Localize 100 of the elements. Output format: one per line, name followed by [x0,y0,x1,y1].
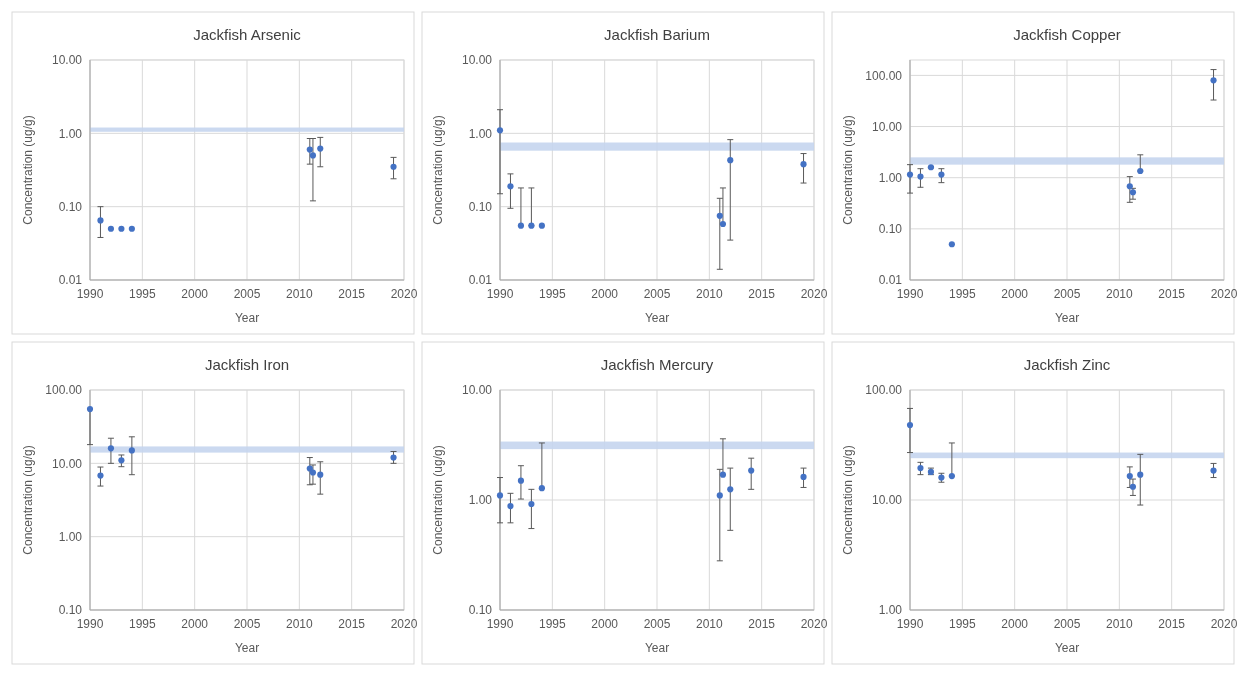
y-tick-label: 1.00 [878,603,903,618]
y-axis-title: Concentration (ug/g) [431,115,445,225]
y-axis-title: Concentration (ug/g) [841,445,855,555]
x-tick-label: 2015 [748,287,776,301]
x-tick-label: 2000 [1001,617,1029,631]
y-tick-label: 0.01 [468,273,493,288]
x-tick-label: 2010 [285,287,313,301]
point [727,486,734,493]
x-tick-label: 2020 [800,617,828,631]
x-tick-label: 2020 [1210,287,1238,301]
point [309,469,317,476]
x-tick-label: 2015 [1158,617,1186,631]
chart-title: Jackfish Barium [604,26,710,43]
x-tick-label: 1995 [948,287,976,301]
x-axis-title: Year [644,641,670,655]
x-tick-label: 2015 [338,617,366,631]
x-tick-label: 2015 [1158,287,1186,301]
point [716,492,723,499]
x-tick-label: 1990 [486,287,514,301]
point [917,173,924,180]
point [107,445,115,452]
point [306,146,313,153]
point [1210,77,1217,84]
point [317,145,324,152]
point [507,503,514,510]
y-tick-label: 10.00 [51,53,83,68]
y-tick-label: 0.10 [468,603,493,618]
point [97,472,104,479]
y-tick-label: 100.00 [865,383,903,398]
x-tick-label: 1995 [948,617,976,631]
y-tick-label: 100.00 [45,383,83,398]
x-tick-label: 1990 [486,617,514,631]
y-axis-title: Concentration (ug/g) [841,115,855,225]
x-axis-title: Year [1054,641,1080,655]
y-tick-label: 10.00 [871,493,903,508]
x-tick-label: 2020 [1210,617,1238,631]
chart-title: Jackfish Mercury [600,356,714,373]
x-tick-label: 2005 [1053,617,1081,631]
x-tick-label: 2000 [181,287,209,301]
x-tick-label: 2000 [591,617,619,631]
x-tick-label: 1995 [128,617,156,631]
point [528,500,535,508]
point [390,163,397,170]
y-tick-label: 0.01 [878,273,903,288]
chart-title: Jackfish Copper [1013,26,1121,43]
x-tick-label: 2020 [390,287,418,301]
point [727,157,734,164]
y-tick-label: 1.00 [468,126,493,141]
y-tick-label: 0.10 [878,222,903,237]
point [716,212,723,219]
x-tick-label: 2015 [748,617,776,631]
point [906,421,914,429]
x-tick-label: 2010 [1105,617,1133,631]
x-axis-title: Year [234,311,260,325]
x-tick-label: 1990 [896,287,924,301]
point [507,183,514,190]
point [800,473,807,481]
y-axis-title: Concentration (ug/g) [431,445,445,555]
x-axis-title: Year [644,311,670,325]
point [517,477,525,484]
chart-title: Jackfish Iron [204,356,290,373]
point [1126,472,1133,480]
chart-title: Jackfish Arsenic [193,26,302,43]
y-tick-label: 0.10 [468,199,493,214]
x-tick-label: 2020 [800,287,828,301]
chart-title: Jackfish Zinc [1023,356,1111,373]
y-tick-label: 10.00 [461,53,493,68]
point [317,471,324,478]
x-tick-label: 1990 [76,617,104,631]
point [107,225,115,232]
y-tick-label: 10.00 [871,119,903,134]
x-tick-label: 2020 [390,617,418,631]
x-tick-label: 2005 [233,287,261,301]
point [800,161,807,168]
y-tick-label: 100.00 [865,68,903,83]
point [97,217,104,224]
point [1210,467,1217,474]
x-tick-label: 2010 [695,287,723,301]
y-tick-label: 0.01 [58,273,83,288]
point [1137,471,1144,478]
x-tick-label: 2000 [1001,287,1029,301]
x-tick-label: 1995 [128,287,156,301]
y-tick-label: 0.10 [58,603,83,618]
x-axis-title: Year [1054,311,1080,325]
x-tick-label: 2010 [1105,287,1133,301]
y-tick-label: 1.00 [58,529,83,544]
x-tick-label: 1995 [538,617,566,631]
y-tick-label: 0.10 [58,199,83,214]
point [496,127,504,134]
y-axis-title: Concentration (ug/g) [21,115,35,225]
x-tick-label: 2005 [233,617,261,631]
y-axis-title: Concentration (ug/g) [21,445,35,555]
point [538,222,545,229]
point [1126,183,1133,190]
x-tick-label: 2005 [1053,287,1081,301]
point [118,225,125,232]
x-tick-label: 2000 [181,617,209,631]
point [128,447,135,454]
y-tick-label: 10.00 [461,383,493,398]
x-tick-label: 2015 [338,287,366,301]
